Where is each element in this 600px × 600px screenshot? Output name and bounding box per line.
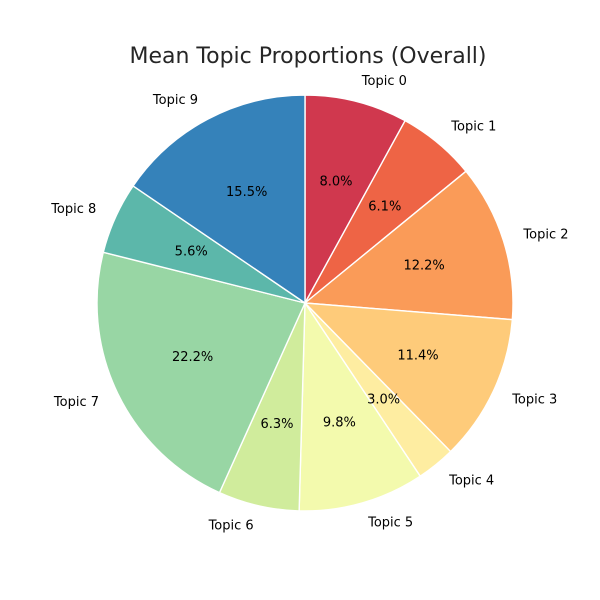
- slice-label-topic-8: Topic 8: [50, 202, 96, 217]
- slice-label-topic-3: Topic 3: [511, 393, 557, 408]
- pie-slice-topic-5: [298, 300, 422, 512]
- slice-label-topic-4: Topic 4: [448, 473, 494, 488]
- slice-percent-topic-9: 15.5%: [226, 185, 267, 200]
- slice-percent-topic-8: 5.6%: [175, 244, 208, 259]
- slice-label-topic-9: Topic 9: [152, 93, 198, 108]
- slice-label-topic-6: Topic 6: [208, 519, 254, 534]
- slice-percent-topic-4: 3.0%: [367, 393, 400, 408]
- slice-label-topic-2: Topic 2: [522, 227, 568, 242]
- slice-percent-topic-2: 12.2%: [403, 258, 444, 273]
- slice-label-topic-5: Topic 5: [367, 515, 413, 530]
- pie-slice-topic-3: [303, 302, 514, 453]
- pie-slice-topic-2: [303, 170, 514, 321]
- slice-percent-topic-1: 6.1%: [368, 200, 401, 215]
- slice-label-topic-7: Topic 7: [53, 395, 99, 410]
- slice-label-topic-0: Topic 0: [361, 74, 407, 89]
- slice-label-topic-1: Topic 1: [450, 120, 496, 135]
- slice-percent-topic-3: 11.4%: [397, 348, 438, 363]
- pie-slices: [96, 94, 514, 512]
- slice-percent-topic-0: 8.0%: [319, 175, 352, 190]
- pie-slice-topic-0: [304, 94, 407, 304]
- chart-title: Mean Topic Proportions (Overall): [129, 44, 486, 69]
- slice-percent-topic-5: 9.8%: [323, 416, 356, 431]
- slice-percent-topic-7: 22.2%: [172, 350, 213, 365]
- pie-labels: Topic 0 8.0% Topic 1 6.1% Topic 2 12.2% Topic …: [50, 74, 568, 534]
- pie-slice-topic-9: [132, 94, 306, 305]
- pie-slice-topic-7: [96, 251, 306, 494]
- slice-percent-topic-6: 6.3%: [260, 417, 293, 432]
